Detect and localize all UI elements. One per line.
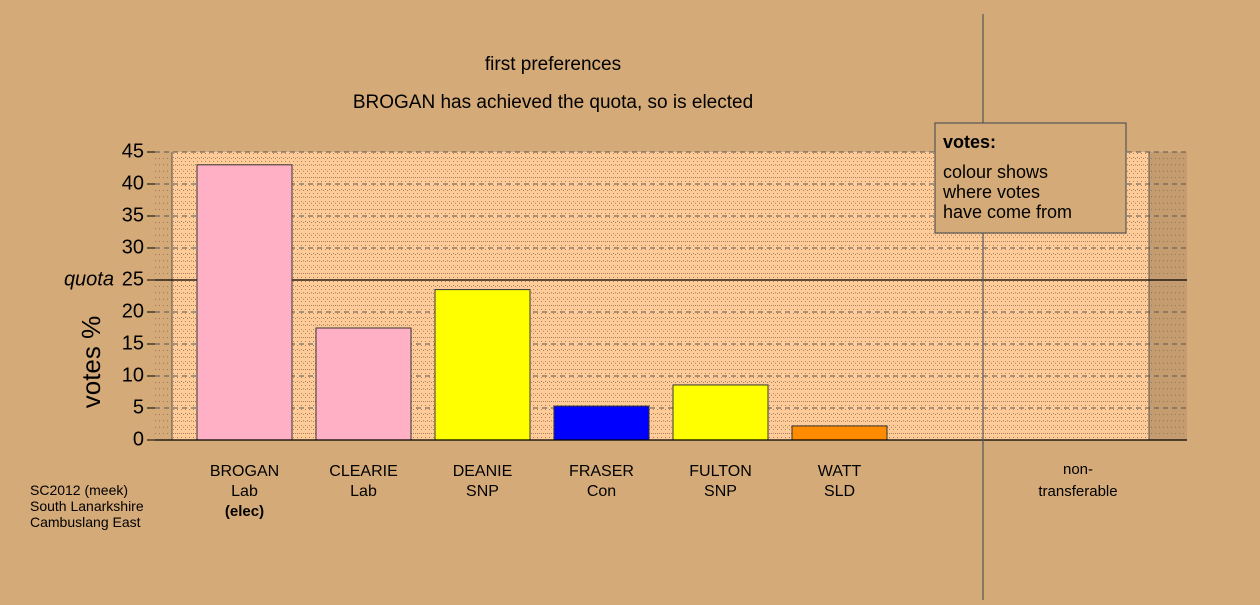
y-tick-label: 15 [122, 332, 144, 354]
legend-line-3: have come from [943, 202, 1072, 222]
x-label-party: SNP [704, 483, 737, 500]
x-label-party: Lab [350, 483, 377, 500]
bar-fraser [553, 405, 650, 441]
source-line-3: Cambuslang East [30, 514, 141, 530]
y-axis-label: votes % [76, 316, 106, 409]
quota-label: quota [64, 268, 114, 290]
legend-line-2: where votes [942, 182, 1040, 202]
y-tick-label: 30 [122, 236, 144, 258]
y-tick-label: 45 [122, 140, 144, 162]
x-label-party: SLD [824, 483, 855, 500]
chart-title: first preferences [485, 54, 621, 75]
bars [196, 164, 888, 441]
y-tick-label: 20 [122, 300, 144, 322]
x-label-name: DEANIE [453, 463, 513, 480]
x-label-nontransferable-1: non- [1063, 461, 1093, 478]
bar-clearie [315, 327, 412, 441]
legend-title: votes: [943, 132, 996, 152]
x-label-nontransferable-2: transferable [1038, 483, 1117, 500]
y-tick-label: 10 [122, 364, 144, 386]
y-tick-label: 25 [122, 268, 144, 290]
x-label-party: Con [587, 483, 616, 500]
x-label-name: WATT [818, 463, 862, 480]
legend-line-1: colour shows [943, 162, 1048, 182]
y-tick-label: 35 [122, 204, 144, 226]
x-label-party: Lab [231, 483, 258, 500]
x-label-name: CLEARIE [329, 463, 397, 480]
x-label-party: SNP [466, 483, 499, 500]
bar-fulton [672, 384, 769, 441]
y-tick-label: 5 [133, 396, 144, 418]
bar-brogan [196, 164, 293, 441]
y-tick-label: 0 [133, 428, 144, 450]
x-label-name: BROGAN [210, 463, 279, 480]
x-axis-labels: BROGAN Lab (elec) CLEARIE Lab DEANIE SNP FRASER… [210, 461, 1118, 520]
source-note: SC2012 (meek) South Lanarkshire Cambusla… [30, 482, 144, 530]
bar-deanie [434, 289, 531, 441]
legend-box: votes: colour shows where votes have com… [934, 122, 1127, 234]
x-label-name: FRASER [569, 463, 634, 480]
x-label-name: FULTON [689, 463, 752, 480]
chart-subtitle: BROGAN has achieved the quota, so is ele… [353, 92, 753, 113]
plot-area-nontransferable-shade [1149, 152, 1187, 440]
y-tick-label: 40 [122, 172, 144, 194]
source-line-1: SC2012 (meek) [30, 482, 128, 498]
source-line-2: South Lanarkshire [30, 498, 144, 514]
x-label-status: (elec) [225, 503, 264, 520]
y-axis-ticks: 0 5 10 15 20 25 30 35 40 45 [122, 140, 155, 450]
bar-watt [791, 425, 888, 441]
